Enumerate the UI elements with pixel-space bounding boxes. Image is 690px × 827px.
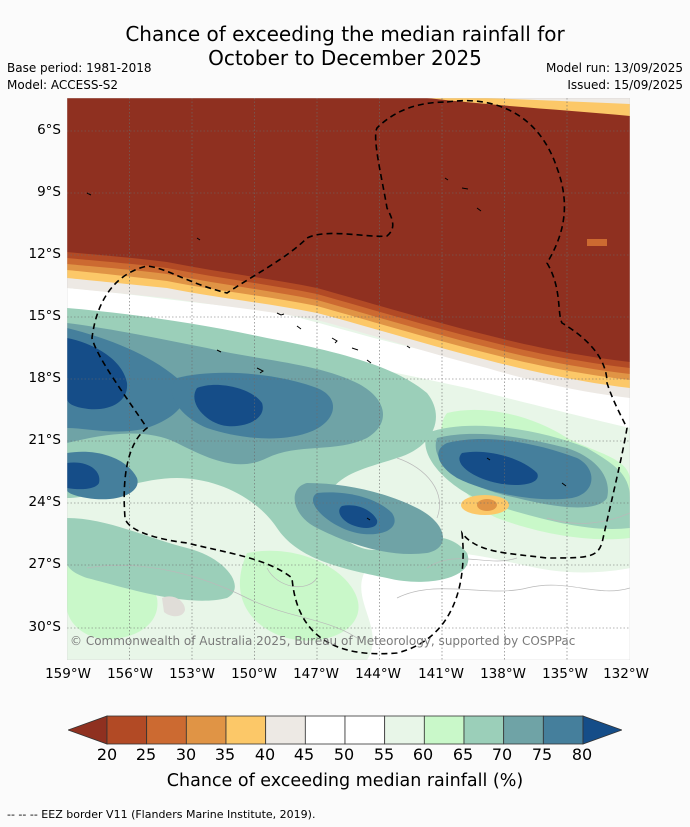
lat-label: 30°S <box>28 619 62 635</box>
lon-label: 159°W <box>45 666 91 682</box>
eez-border <box>91 99 628 655</box>
colorbar-segment <box>185 715 227 745</box>
contour-line <box>86 557 630 639</box>
colorbar-segment <box>503 715 544 745</box>
colorbar-segment <box>304 715 346 745</box>
colorbar-segment <box>106 715 148 745</box>
colorbar-segment <box>344 715 386 745</box>
colorbar-tick: 35 <box>214 745 236 764</box>
lat-label: 21°S <box>28 432 62 448</box>
colorbar-segment <box>423 715 465 745</box>
deep-blue-core <box>194 384 263 427</box>
colorbar-tick: 60 <box>412 745 434 764</box>
north-edge-band <box>427 98 630 116</box>
graticule <box>67 98 630 660</box>
green-patch <box>239 550 359 641</box>
lon-label: 153°W <box>169 666 215 682</box>
colorbar-segment <box>384 715 425 745</box>
dry-region-20 <box>67 98 630 362</box>
colorbar-tick: 40 <box>254 745 276 764</box>
contour-line <box>266 457 630 587</box>
colorbar-title: Chance of exceeding median rainfall (%) <box>166 771 524 791</box>
lat-label: 12°S <box>28 246 62 262</box>
colorbar-segment <box>146 715 187 745</box>
colorbar-tick: 55 <box>373 745 395 764</box>
north-edge-band <box>487 98 630 104</box>
lat-label: 18°S <box>28 370 62 386</box>
base-period: Base period: 1981-2018 <box>7 61 152 75</box>
model-name: Model: ACCESS-S2 <box>7 78 119 92</box>
deep-blue-core <box>339 505 378 528</box>
lon-label: 132°W <box>603 666 649 682</box>
colorbar-segment <box>265 715 306 745</box>
colorbar-tick: 50 <box>333 745 355 764</box>
title-line-2: October to December 2025 <box>208 46 482 70</box>
lon-label: 147°W <box>293 666 339 682</box>
colorbar-tick: 65 <box>452 745 474 764</box>
small-dry-patch <box>587 239 607 246</box>
colorbar-tick: 45 <box>293 745 315 764</box>
eez-footnote: -- -- -- EEZ border V11 (Flanders Marine… <box>7 808 316 821</box>
colorbar-tick: 25 <box>135 745 157 764</box>
rainfall-map <box>67 98 630 660</box>
title-line-1: Chance of exceeding the median rainfall … <box>125 22 565 46</box>
lat-label: 6°S <box>37 122 61 138</box>
lat-label: 27°S <box>28 556 62 572</box>
teal-band-light <box>67 518 235 601</box>
light-grey-patch <box>162 596 185 617</box>
colorbar-extend-high <box>582 715 622 745</box>
copyright-notice: © Commonwealth of Australia 2025, Bureau… <box>70 634 576 648</box>
lat-label: 9°S <box>37 184 61 200</box>
issued-date: Issued: 15/09/2025 <box>567 78 683 92</box>
model-run: Model run: 13/09/2025 <box>545 61 683 75</box>
colorbar-segment <box>463 715 505 745</box>
lon-label: 135°W <box>542 666 588 682</box>
lon-label: 150°W <box>231 666 277 682</box>
lon-label: 144°W <box>355 666 401 682</box>
lat-label: 15°S <box>28 308 62 324</box>
deep-blue-core <box>67 338 128 410</box>
colorbar-tick: 75 <box>531 745 553 764</box>
colorbar-extend-low <box>68 715 108 745</box>
colorbar-tick: 30 <box>175 745 197 764</box>
island-markers <box>86 177 567 521</box>
colorbar <box>68 715 622 745</box>
colorbar-segment <box>542 715 584 745</box>
colorbar-segment <box>225 715 267 745</box>
meta-left: Base period: 1981-2018 Model: ACCESS-S2 <box>7 60 152 94</box>
colorbar-tick: 80 <box>571 745 593 764</box>
lat-label: 24°S <box>28 494 62 510</box>
meta-right: Model run: 13/09/2025 Issued: 15/09/2025 <box>546 60 683 94</box>
deep-blue-core <box>67 462 100 490</box>
deep-blue-core <box>459 451 538 485</box>
lon-label: 138°W <box>480 666 526 682</box>
lon-label: 141°W <box>418 666 464 682</box>
lon-label: 156°W <box>107 666 153 682</box>
colorbar-tick: 70 <box>491 745 513 764</box>
dry-patch-35 <box>477 499 497 511</box>
colorbar-tick: 20 <box>96 745 118 764</box>
